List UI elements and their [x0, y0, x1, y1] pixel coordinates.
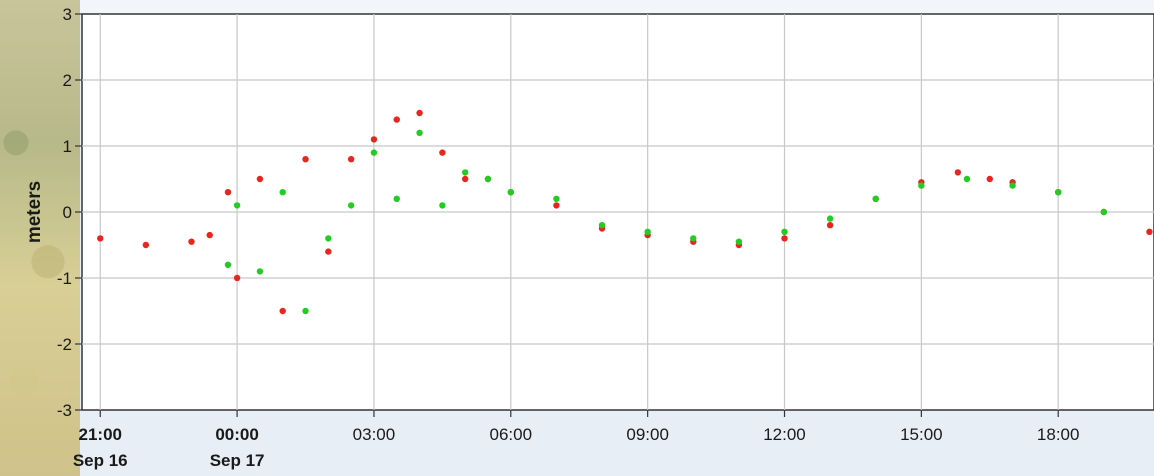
data-point-series-1: [206, 231, 213, 239]
data-point-series-2: [690, 235, 697, 242]
x-tick-label: 21:00: [79, 425, 122, 444]
data-point-series-2: [781, 228, 788, 235]
data-point-series-2: [553, 195, 560, 202]
y-tick-label: 2: [63, 71, 72, 90]
data-point-series-2: [963, 175, 971, 183]
x-tick-label: 00:00: [215, 425, 258, 444]
background-map: [0, 0, 80, 476]
data-point-series-2: [1055, 189, 1062, 196]
data-point-series-2: [598, 222, 606, 229]
data-point-series-2: [918, 182, 925, 189]
data-point-series-1: [416, 109, 423, 117]
x-tick-sublabel: Sep 17: [210, 451, 265, 470]
data-point-series-2: [325, 235, 332, 242]
y-tick-label: 3: [63, 5, 72, 24]
data-point-series-2: [370, 149, 378, 156]
data-point-series-1: [97, 235, 104, 242]
data-point-series-1: [461, 175, 469, 183]
y-tick-label: -2: [57, 335, 72, 354]
data-point-series-1: [224, 189, 232, 196]
data-point-series-2: [302, 307, 309, 315]
data-point-series-1: [986, 175, 993, 183]
data-point-series-1: [370, 136, 378, 143]
data-point-series-1: [347, 156, 355, 163]
y-tick-label: -1: [57, 269, 72, 288]
y-tick-label: 0: [63, 203, 72, 222]
data-point-series-1: [256, 175, 264, 183]
x-tick-label: 06:00: [490, 425, 533, 444]
data-point-series-2: [393, 195, 400, 202]
data-point-series-1: [279, 307, 286, 315]
data-point-series-1: [325, 248, 332, 255]
data-point-series-2: [233, 202, 241, 209]
x-tick-label: 12:00: [763, 425, 806, 444]
data-point-series-2: [644, 228, 651, 235]
data-point-series-1: [954, 169, 962, 176]
data-point-series-1: [302, 156, 309, 163]
x-tick-label: 03:00: [353, 425, 396, 444]
y-tick-label: -3: [57, 401, 72, 420]
x-tick-sublabel: Sep 16: [73, 451, 128, 470]
x-tick-label: 09:00: [626, 425, 669, 444]
data-point-series-2: [224, 261, 232, 268]
data-point-series-2: [461, 169, 469, 176]
data-point-series-1: [439, 149, 446, 156]
data-point-series-1: [1146, 228, 1153, 235]
data-point-series-1: [188, 238, 195, 245]
data-point-series-2: [256, 268, 264, 275]
x-tick-label: 18:00: [1037, 425, 1080, 444]
y-tick-label: 1: [63, 137, 72, 156]
background-strip: [80, 0, 1154, 14]
data-point-series-1: [826, 222, 834, 229]
data-point-series-2: [826, 215, 834, 222]
data-point-series-2: [872, 195, 879, 202]
data-points: [97, 109, 1153, 315]
data-point-series-1: [142, 241, 150, 249]
data-point-series-2: [484, 175, 492, 183]
grid-lines: [82, 14, 1154, 410]
data-point-series-1: [393, 116, 400, 123]
x-tick-label: 15:00: [900, 425, 943, 444]
data-point-series-2: [279, 189, 286, 196]
data-point-series-1: [781, 235, 788, 242]
data-point-series-2: [347, 202, 355, 209]
data-point-series-2: [1009, 182, 1016, 189]
data-point-series-2: [1100, 208, 1108, 216]
y-axis-label: meters: [24, 181, 45, 243]
x-axis-ticks: 21:00 Sep 16 00:00 Sep 17 03:00 06:00 09:00 12:…: [73, 410, 1080, 470]
data-point-series-2: [439, 202, 446, 209]
data-point-series-2: [735, 238, 743, 245]
data-point-series-2: [416, 129, 423, 136]
y-axis-ticks: 3 2 1 0 -1 -2 -3: [57, 5, 82, 420]
data-point-series-2: [507, 189, 514, 196]
data-point-series-1: [233, 274, 241, 282]
data-point-series-1: [553, 202, 560, 209]
